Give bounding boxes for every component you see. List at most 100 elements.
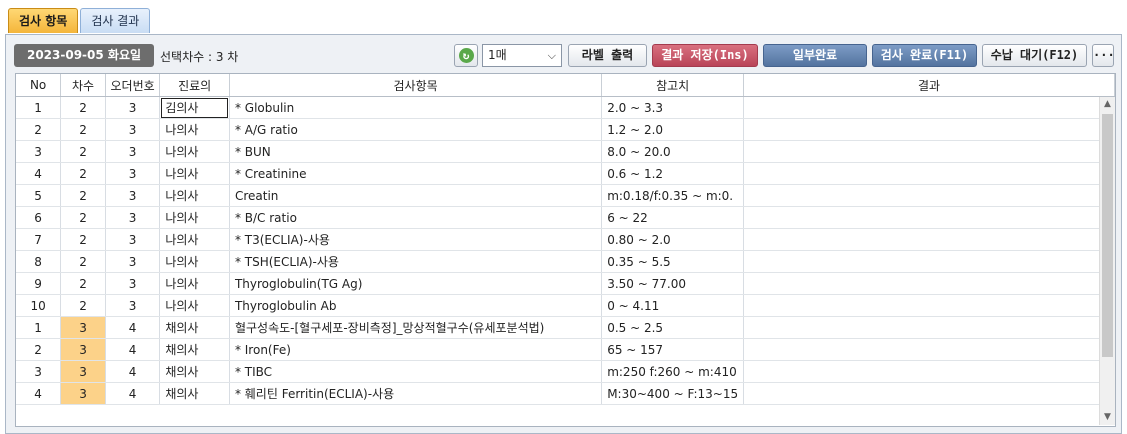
cell-doctor[interactable]: 채의사 xyxy=(159,316,230,339)
header-round[interactable]: 차수 xyxy=(60,74,106,97)
cell-no[interactable]: 10 xyxy=(16,294,62,317)
count-select[interactable]: 1매 ⌵ xyxy=(482,44,562,67)
cell-no[interactable]: 5 xyxy=(16,184,62,207)
header-doctor[interactable]: 진료의 xyxy=(159,74,230,97)
cell-reference[interactable]: 0 ~ 4.11 xyxy=(601,294,745,317)
cell-exam-item[interactable]: Creatin xyxy=(229,184,603,207)
tab-exam-items[interactable]: 검사 항목 xyxy=(8,8,79,33)
cell-order-no[interactable]: 4 xyxy=(105,338,161,361)
header-reference[interactable]: 참고치 xyxy=(601,74,745,97)
cell-round[interactable]: 2 xyxy=(60,140,106,163)
header-no[interactable]: No xyxy=(16,74,62,97)
cell-order-no[interactable]: 3 xyxy=(105,118,161,141)
table-row[interactable]: 1 3 4 채의사 혈구성속도-[혈구세포-장비측정]_망상적혈구수(유세포분석법) 0.… xyxy=(16,316,1115,339)
cell-order-no[interactable]: 3 xyxy=(105,206,161,229)
cell-result[interactable] xyxy=(743,316,1115,339)
cell-reference[interactable]: 0.6 ~ 1.2 xyxy=(601,162,745,185)
cell-round[interactable]: 2 xyxy=(60,206,106,229)
cell-round[interactable]: 2 xyxy=(60,96,106,119)
vertical-scrollbar[interactable]: ▲ ▼ xyxy=(1099,97,1115,425)
cell-reference[interactable]: 0.35 ~ 5.5 xyxy=(601,250,745,273)
cell-round[interactable]: 3 xyxy=(60,338,106,361)
label-print-button[interactable]: 라벨 출력 xyxy=(568,44,647,67)
cell-order-no[interactable]: 3 xyxy=(105,228,161,251)
table-row[interactable]: 2 2 3 나의사 * A/G ratio 1.2 ~ 2.0 xyxy=(16,118,1115,141)
cell-exam-item[interactable]: * A/G ratio xyxy=(229,118,603,141)
header-order-no[interactable]: 오더번호 xyxy=(105,74,161,97)
cell-result[interactable] xyxy=(743,228,1115,251)
cell-doctor[interactable]: 김의사 xyxy=(159,96,230,119)
more-button[interactable]: ··· xyxy=(1092,44,1115,67)
cell-result[interactable] xyxy=(743,118,1115,141)
cell-reference[interactable]: 1.2 ~ 2.0 xyxy=(601,118,745,141)
cell-doctor[interactable]: 채의사 xyxy=(159,338,230,361)
partial-done-button[interactable]: 일부완료 xyxy=(763,44,867,67)
cell-order-no[interactable]: 4 xyxy=(105,382,161,405)
header-exam-item[interactable]: 검사항목 xyxy=(229,74,603,97)
table-row[interactable]: 6 2 3 나의사 * B/C ratio 6 ~ 22 xyxy=(16,206,1115,229)
cell-round[interactable]: 2 xyxy=(60,294,106,317)
cell-no[interactable]: 6 xyxy=(16,206,62,229)
cell-exam-item[interactable]: * Iron(Fe) xyxy=(229,338,603,361)
cell-round[interactable]: 3 xyxy=(60,360,106,383)
cell-exam-item[interactable]: * Creatinine xyxy=(229,162,603,185)
cell-reference[interactable]: 2.0 ~ 3.3 xyxy=(601,96,745,119)
table-row[interactable]: 10 2 3 나의사 Thyroglobulin Ab 0 ~ 4.11 xyxy=(16,294,1115,317)
cell-round[interactable]: 2 xyxy=(60,118,106,141)
cell-no[interactable]: 3 xyxy=(16,140,62,163)
cell-reference[interactable]: 0.80 ~ 2.0 xyxy=(601,228,745,251)
cell-no[interactable]: 1 xyxy=(16,316,62,339)
cell-doctor[interactable]: 나의사 xyxy=(159,162,230,185)
cell-doctor[interactable]: 채의사 xyxy=(159,360,230,383)
cell-round[interactable]: 2 xyxy=(60,162,106,185)
table-row[interactable]: 8 2 3 나의사 * TSH(ECLIA)-사용 0.35 ~ 5.5 xyxy=(16,250,1115,273)
table-row[interactable]: 7 2 3 나의사 * T3(ECLIA)-사용 0.80 ~ 2.0 xyxy=(16,228,1115,251)
cell-round[interactable]: 2 xyxy=(60,228,106,251)
cell-order-no[interactable]: 3 xyxy=(105,272,161,295)
cell-doctor[interactable]: 나의사 xyxy=(159,250,230,273)
cell-result[interactable] xyxy=(743,184,1115,207)
cell-reference[interactable]: 6 ~ 22 xyxy=(601,206,745,229)
cell-exam-item[interactable]: * TIBC xyxy=(229,360,603,383)
cell-no[interactable]: 1 xyxy=(16,96,62,119)
cell-exam-item[interactable]: * BUN xyxy=(229,140,603,163)
cell-order-no[interactable]: 3 xyxy=(105,294,161,317)
cell-reference[interactable]: 65 ~ 157 xyxy=(601,338,745,361)
cell-round[interactable]: 2 xyxy=(60,272,106,295)
table-row[interactable]: 4 3 4 채의사 * 훼리틴 Ferritin(ECLIA)-사용 M:30~400 ~… xyxy=(16,382,1115,405)
cell-no[interactable]: 2 xyxy=(16,338,62,361)
cell-result[interactable] xyxy=(743,250,1115,273)
cell-doctor[interactable]: 나의사 xyxy=(159,206,230,229)
cell-order-no[interactable]: 3 xyxy=(105,140,161,163)
cell-reference[interactable]: 3.50 ~ 77.00 xyxy=(601,272,745,295)
cell-order-no[interactable]: 3 xyxy=(105,96,161,119)
cell-order-no[interactable]: 3 xyxy=(105,250,161,273)
cell-order-no[interactable]: 4 xyxy=(105,360,161,383)
cell-doctor[interactable]: 나의사 xyxy=(159,228,230,251)
cell-no[interactable]: 4 xyxy=(16,382,62,405)
cell-result[interactable] xyxy=(743,360,1115,383)
cell-doctor[interactable]: 채의사 xyxy=(159,382,230,405)
cell-result[interactable] xyxy=(743,382,1115,405)
cell-exam-item[interactable]: * B/C ratio xyxy=(229,206,603,229)
save-result-button[interactable]: 결과 저장(Ins) xyxy=(652,44,758,67)
cell-no[interactable]: 9 xyxy=(16,272,62,295)
cell-order-no[interactable]: 3 xyxy=(105,184,161,207)
cell-doctor[interactable]: 나의사 xyxy=(159,140,230,163)
cell-order-no[interactable]: 3 xyxy=(105,162,161,185)
cell-result[interactable] xyxy=(743,162,1115,185)
table-row[interactable]: 1 2 3 김의사 * Globulin 2.0 ~ 3.3 xyxy=(16,96,1115,119)
cell-result[interactable] xyxy=(743,272,1115,295)
cell-doctor[interactable]: 나의사 xyxy=(159,272,230,295)
cell-order-no[interactable]: 4 xyxy=(105,316,161,339)
cell-result[interactable] xyxy=(743,96,1115,119)
cell-round[interactable]: 3 xyxy=(60,316,106,339)
cell-exam-item[interactable]: * Globulin xyxy=(229,96,603,119)
cell-no[interactable]: 2 xyxy=(16,118,62,141)
refresh-button[interactable]: ↻ xyxy=(454,44,478,67)
cell-no[interactable]: 8 xyxy=(16,250,62,273)
cell-exam-item[interactable]: * T3(ECLIA)-사용 xyxy=(229,228,603,251)
exam-done-button[interactable]: 검사 완료(F11) xyxy=(872,44,977,67)
cell-result[interactable] xyxy=(743,206,1115,229)
cell-round[interactable]: 3 xyxy=(60,382,106,405)
